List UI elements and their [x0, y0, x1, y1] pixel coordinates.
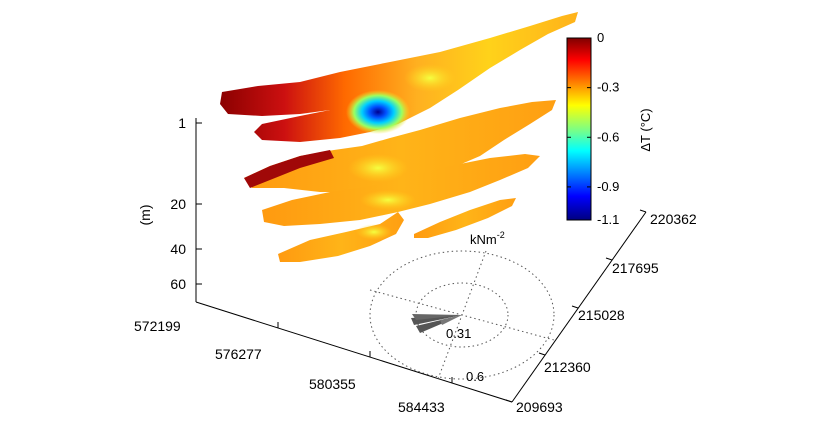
northing-tick-label: 220362 [650, 211, 697, 227]
wind-rose-inner-ring [415, 282, 509, 348]
northing-tick-label: 209693 [516, 399, 563, 415]
depth-tick-label: 20 [170, 196, 186, 212]
colorbar-label: ΔT (°C) [638, 108, 653, 151]
slice-warm-edge [244, 150, 334, 188]
depth-ticks: 1 20 40 60 (m) [137, 115, 186, 292]
wind-rose-petal [440, 315, 462, 325]
easting-tick-label: 576277 [215, 346, 262, 362]
slice-depth-60 [278, 198, 516, 262]
northing-axis-line [511, 211, 647, 403]
easting-ticks: 572199 576277 580355 584433 [134, 318, 445, 415]
colorbar: 0 -0.3 -0.6 -0.9 -1.1 ΔT (°C) [566, 30, 653, 227]
warm-anomaly [404, 64, 456, 92]
slice-depth-1 [220, 12, 578, 142]
wind-rose-unit-base: kNm [470, 232, 497, 247]
wind-rose-unit: kNm-2 [470, 230, 505, 247]
slice-shape [278, 212, 404, 262]
wind-rose-ring-label: 0.6 [466, 369, 484, 384]
axis-tick [505, 399, 513, 403]
colorbar-tick-label: -0.3 [597, 80, 619, 95]
wind-rose-ring-label: 0.31 [446, 326, 471, 341]
colorbar-tick-label: -1.1 [597, 212, 619, 227]
northing-tick-label: 217695 [612, 260, 659, 276]
slice-shape [244, 100, 556, 192]
slice-shape [262, 154, 540, 226]
northing-ticks: 209693 212360 215028 217695 220362 [516, 211, 697, 415]
northing-tick-label: 212360 [544, 359, 591, 375]
wind-rose: 0.31 0.6 kNm-2 [369, 230, 555, 384]
cold-anomaly [346, 90, 410, 134]
depth-axis-label: (m) [137, 205, 153, 226]
easting-tick-label: 572199 [134, 318, 181, 334]
colorbar-tick-label: -0.6 [597, 129, 619, 144]
easting-tick-label: 584433 [398, 399, 445, 415]
northing-tick-label: 215028 [578, 307, 625, 323]
axes-frame [195, 118, 647, 403]
slice-shape [220, 12, 578, 142]
colorbar-ticks: 0 -0.3 -0.6 -0.9 -1.1 [567, 30, 619, 227]
slice-shape [414, 198, 516, 238]
depth-tick-label: 60 [170, 276, 186, 292]
colorbar-tick-label: 0 [597, 30, 604, 45]
axis-tick [571, 305, 579, 309]
easting-axis-line [195, 301, 513, 403]
colorbar-tick-label: -0.9 [597, 179, 619, 194]
depth-tick-label: 40 [170, 241, 186, 257]
axis-tick [639, 209, 647, 213]
colorbar-gradient [566, 37, 592, 221]
wind-rose-unit-exponent: -2 [497, 230, 505, 240]
warm-anomaly [348, 154, 408, 182]
temperature-slices [220, 12, 578, 262]
axis-tick [605, 257, 613, 261]
warm-anomaly [360, 190, 416, 210]
depth-tick-label: 1 [178, 115, 186, 131]
axis-tick [538, 352, 546, 356]
wind-rose-petal [412, 314, 462, 320]
slice-depth-20 [244, 100, 556, 192]
slice-depth-40 [262, 154, 540, 226]
warm-anomaly [356, 224, 392, 240]
easting-tick-label: 580355 [309, 376, 356, 392]
wind-rose-outer-ring [369, 250, 555, 380]
